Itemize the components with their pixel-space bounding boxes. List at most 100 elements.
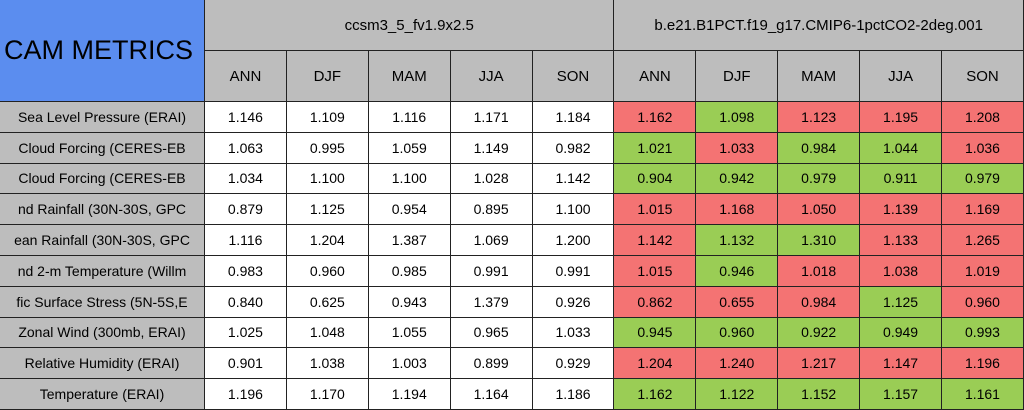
metric-value: 0.840 (205, 286, 287, 318)
metric-value: 1.038 (860, 255, 943, 287)
season-header: SON (532, 51, 615, 102)
metric-value: 1.196 (942, 348, 1024, 380)
metric-value: 1.152 (778, 379, 861, 410)
metric-value: 1.310 (778, 225, 861, 256)
metric-value: 0.960 (942, 286, 1024, 318)
metric-value: 0.943 (368, 286, 451, 318)
season-header: MAM (778, 51, 861, 102)
metric-value: 1.015 (614, 255, 697, 287)
metric-value: 1.194 (368, 379, 451, 410)
metric-value: 1.204 (614, 348, 697, 380)
metric-value: 1.146 (205, 102, 287, 133)
metric-value: 0.979 (778, 163, 861, 195)
metric-label: fic Surface Stress (5N-5S,E (0, 286, 205, 318)
metric-value: 0.945 (614, 317, 697, 349)
metric-value: 1.379 (450, 286, 533, 318)
metric-value: 0.965 (450, 317, 533, 349)
metric-value: 0.984 (778, 286, 861, 318)
metric-value: 0.991 (450, 255, 533, 287)
metric-value: 1.149 (450, 132, 533, 164)
metric-value: 0.982 (532, 132, 615, 164)
metric-value: 0.949 (860, 317, 943, 349)
metric-label: nd 2-m Temperature (Willm (0, 255, 205, 287)
metric-value: 0.899 (450, 348, 533, 380)
metric-value: 1.044 (860, 132, 943, 164)
metric-value: 1.015 (614, 194, 697, 226)
metric-value: 1.036 (942, 132, 1024, 164)
metric-value: 0.960 (286, 255, 369, 287)
metric-value: 1.184 (532, 102, 615, 133)
metric-value: 1.161 (942, 379, 1024, 410)
metric-value: 1.100 (532, 194, 615, 226)
metric-value: 0.911 (860, 163, 943, 195)
metric-value: 0.984 (778, 132, 861, 164)
metric-value: 1.170 (286, 379, 369, 410)
metric-value: 0.979 (942, 163, 1024, 195)
metric-value: 1.003 (368, 348, 451, 380)
metric-value: 0.625 (286, 286, 369, 318)
metric-value: 0.901 (205, 348, 287, 380)
metric-value: 1.059 (368, 132, 451, 164)
metric-value: 1.142 (614, 225, 697, 256)
metric-value: 1.132 (696, 225, 779, 256)
metric-value: 1.034 (205, 163, 287, 195)
metric-value: 1.195 (860, 102, 943, 133)
metric-value: 1.196 (205, 379, 287, 410)
metric-value: 1.018 (778, 255, 861, 287)
metric-value: 1.050 (778, 194, 861, 226)
metric-value: 0.985 (368, 255, 451, 287)
metric-value: 1.100 (286, 163, 369, 195)
metric-label: ean Rainfall (30N-30S, GPC (0, 225, 205, 256)
metric-value: 1.164 (450, 379, 533, 410)
metric-value: 1.168 (696, 194, 779, 226)
metric-value: 1.186 (532, 379, 615, 410)
table-title: CAM METRICS (0, 0, 205, 102)
metric-value: 1.169 (942, 194, 1024, 226)
metric-value: 0.929 (532, 348, 615, 380)
metric-value: 1.125 (286, 194, 369, 226)
metric-value: 1.116 (205, 225, 287, 256)
metric-label: Zonal Wind (300mb, ERAI) (0, 317, 205, 349)
metric-value: 0.879 (205, 194, 287, 226)
metric-label: Relative Humidity (ERAI) (0, 348, 205, 380)
metric-value: 1.125 (860, 286, 943, 318)
metric-value: 1.033 (532, 317, 615, 349)
case-header: b.e21.B1PCT.f19_g17.CMIP6-1pctCO2-2deg.0… (614, 0, 1024, 51)
metric-value: 1.033 (696, 132, 779, 164)
season-header: JJA (860, 51, 943, 102)
season-header: DJF (286, 51, 369, 102)
season-header: JJA (450, 51, 533, 102)
metric-value: 1.133 (860, 225, 943, 256)
metric-value: 1.142 (532, 163, 615, 195)
metric-label: Cloud Forcing (CERES-EB (0, 132, 205, 164)
metric-label: Cloud Forcing (CERES-EB (0, 163, 205, 195)
metric-value: 0.993 (942, 317, 1024, 349)
metric-value: 1.069 (450, 225, 533, 256)
season-header: ANN (614, 51, 697, 102)
metric-value: 1.021 (614, 132, 697, 164)
metric-value: 0.954 (368, 194, 451, 226)
metric-value: 0.983 (205, 255, 287, 287)
metric-value: 0.942 (696, 163, 779, 195)
metric-value: 1.123 (778, 102, 861, 133)
metric-value: 0.926 (532, 286, 615, 318)
metric-value: 1.162 (614, 102, 697, 133)
metric-value: 1.055 (368, 317, 451, 349)
season-header: ANN (205, 51, 287, 102)
metric-value: 1.162 (614, 379, 697, 410)
case-header: ccsm3_5_fv1.9x2.5 (205, 0, 615, 51)
season-header: DJF (696, 51, 779, 102)
metric-label: Temperature (ERAI) (0, 379, 205, 410)
metric-value: 1.171 (450, 102, 533, 133)
metric-value: 1.208 (942, 102, 1024, 133)
metric-value: 0.904 (614, 163, 697, 195)
metric-value: 1.063 (205, 132, 287, 164)
metric-value: 1.157 (860, 379, 943, 410)
season-header: MAM (368, 51, 451, 102)
metric-value: 0.991 (532, 255, 615, 287)
metric-value: 1.098 (696, 102, 779, 133)
metric-value: 0.960 (696, 317, 779, 349)
metric-value: 0.655 (696, 286, 779, 318)
metric-value: 0.895 (450, 194, 533, 226)
